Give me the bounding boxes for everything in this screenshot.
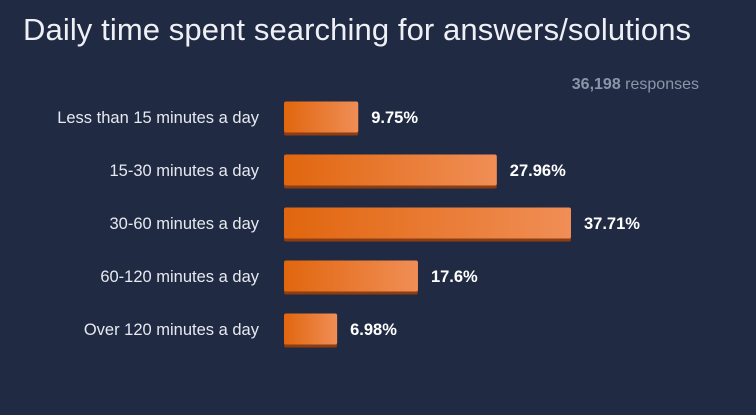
bar-group: 30-60 minutes a day 37.71% [109, 207, 640, 242]
response-count-label: responses [625, 76, 699, 93]
bar-group: Over 120 minutes a day 6.98% [84, 313, 397, 348]
category-label: 60-120 minutes a day [100, 268, 259, 286]
value-label: 27.96% [510, 162, 566, 180]
value-label: 6.98% [350, 321, 397, 339]
value-label: 17.6% [431, 268, 478, 286]
category-label: Less than 15 minutes a day [57, 109, 260, 127]
bar-group: Less than 15 minutes a day 9.75% [57, 101, 418, 136]
category-label: 15-30 minutes a day [109, 162, 259, 180]
category-label: 30-60 minutes a day [109, 215, 259, 233]
bar [284, 260, 418, 292]
bar [284, 101, 359, 133]
value-label: 37.71% [584, 215, 640, 233]
bar-group: 15-30 minutes a day 27.96% [109, 154, 566, 189]
bar [284, 313, 338, 345]
bar-group: 60-120 minutes a day 17.6% [100, 260, 478, 295]
response-count: 36,198 responses [572, 76, 699, 94]
chart-title: Daily time spent searching for answers/s… [23, 12, 692, 47]
bar [284, 154, 497, 186]
bar [284, 207, 571, 239]
category-label: Over 120 minutes a day [84, 321, 260, 339]
bars-layer: Less than 15 minutes a day 9.75% 15-30 min… [57, 101, 640, 348]
response-count-number: 36,198 [571, 76, 621, 93]
value-label: 9.75% [371, 109, 418, 127]
